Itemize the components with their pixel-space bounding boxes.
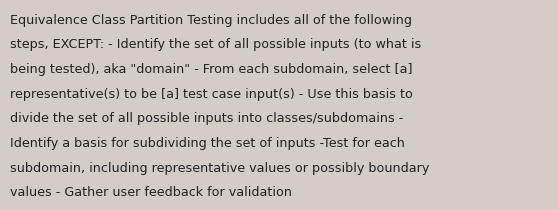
Text: representative(s) to be [a] test case input(s) - Use this basis to: representative(s) to be [a] test case in… [10,88,413,101]
Text: Equivalence Class Partition Testing includes all of the following: Equivalence Class Partition Testing incl… [10,14,412,27]
Text: Identify a basis for subdividing the set of inputs -Test for each: Identify a basis for subdividing the set… [10,137,405,150]
Text: steps, EXCEPT: - Identify the set of all possible inputs (to what is: steps, EXCEPT: - Identify the set of all… [10,38,421,51]
Text: divide the set of all possible inputs into classes/subdomains -: divide the set of all possible inputs in… [10,112,403,125]
Text: subdomain, including representative values or possibly boundary: subdomain, including representative valu… [10,162,430,175]
Text: being tested), aka "domain" - From each subdomain, select [a]: being tested), aka "domain" - From each … [10,63,412,76]
Text: values - Gather user feedback for validation: values - Gather user feedback for valida… [10,186,292,199]
